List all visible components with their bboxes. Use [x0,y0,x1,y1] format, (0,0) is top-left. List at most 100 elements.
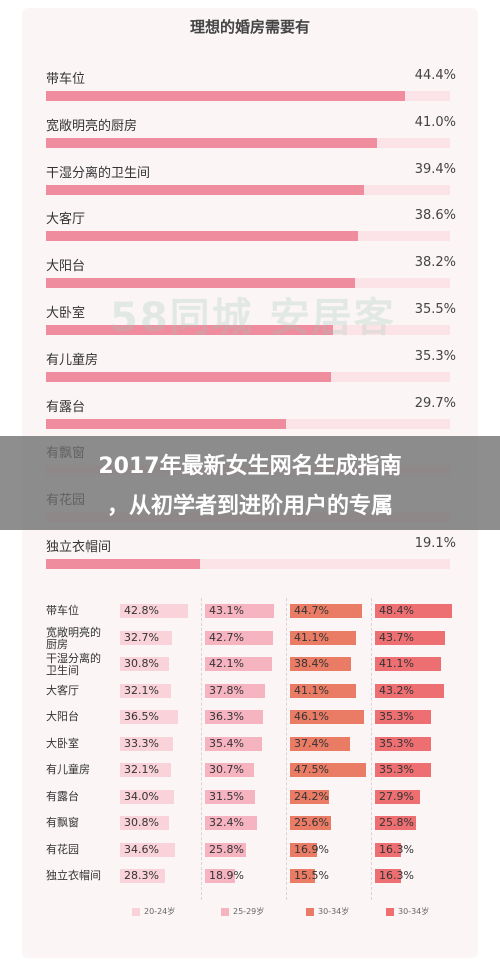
table-row-label: 带车位 [46,605,79,617]
table-cell-value: 41.1% [294,630,329,644]
legend-label: 25-29岁 [233,907,265,916]
table-cell-bar [290,657,352,671]
chart-title: 理想的婚房需要有 [189,18,310,36]
table-cell-value: 38.4% [294,657,329,670]
legend-item: 30-34岁 [386,906,429,917]
table-cell-bar [120,683,172,698]
bar [46,418,286,429]
table-cell-bar [120,869,166,883]
table-cell: 25.8% [205,842,285,857]
table-cell: 41.1% [290,630,370,645]
bar-value-label: 35.5% [414,302,456,317]
table-cell-bar [205,657,273,671]
table-cell-value: 35.3% [379,736,414,750]
bar-track [46,278,450,289]
table-cell: 32.7% [120,630,200,645]
bar-category-label: 宽敞明亮的厨房 [46,118,138,134]
table-cell: 37.4% [290,736,370,751]
table-cell-value: 28.3% [124,869,159,882]
table-cell: 43.7% [375,630,455,645]
table-cell-bar [375,657,441,671]
row-label-line: 有花园 [46,842,79,856]
table-cell-bar [120,816,170,830]
table-cell: 47.5% [290,763,370,777]
bar-row: 独立衣帽间 19.1% [46,536,456,576]
bar-value-label: 44.4% [414,68,456,83]
bar-track [46,184,450,195]
bar-row: 宽敞明亮的厨房 41.0% [46,115,456,155]
legend-swatch [306,907,314,916]
bar-category-label: 干湿分离的卫生间 [46,165,151,181]
bar-value-label: 35.3% [414,348,456,364]
table-cell-value: 36.3% [209,710,244,723]
table-cell: 32.1% [120,763,200,777]
watermark: 58同城 安居客 [110,295,396,341]
table-cell-bar [290,710,364,724]
table-cell: 33.3% [120,736,200,751]
table-row-label: 有飘窗 [46,817,79,829]
table-cell-bar [290,842,318,857]
table-cell-value: 43.7% [379,630,414,644]
table-row-label: 大卧室 [46,737,79,750]
overlay-line-1: 2017年最新女生网名生成指南 [98,454,402,479]
bar [46,371,332,382]
table-row-label: 大客厅 [46,683,79,697]
table-cell-value: 30.8% [124,657,159,670]
table-cell: 42.1% [205,657,285,671]
table-cell: 35.3% [375,763,455,777]
table-cell-bar [375,816,417,830]
bar [46,325,333,335]
table-cell: 38.4% [290,657,370,671]
table-cell: 44.7% [290,604,370,618]
bar [46,231,358,242]
table-cell-bar [205,869,236,883]
table-cell: 30.8% [120,657,200,671]
row-label-line: 卫生间 [46,664,79,677]
table-cell: 48.4% [375,604,455,618]
table-cell-value: 35.4% [209,736,244,750]
table-cell: 41.1% [290,683,370,698]
bar-category-label: 大阳台 [46,259,86,275]
row-label-line: 独立衣帽间 [46,869,101,882]
table-row-label: 有花园 [46,842,79,856]
table-cell: 34.6% [120,842,200,857]
table-cell-bar [205,816,257,830]
table-row-label: 干湿分离的 卫生间 [46,653,101,677]
table-cell-value: 16.3% [379,869,414,882]
table-cell-value: 32.4% [209,816,244,829]
bar [46,137,378,148]
table-cell: 28.3% [120,869,200,883]
table-cell-bar [375,789,420,804]
legend-item: 30-34岁 [306,906,349,917]
table-cell: 16.3% [375,842,455,857]
table-cell-value: 37.8% [209,683,244,697]
table-cell: 41.1% [375,657,455,671]
bar-value-label: 38.2% [414,255,456,271]
table-cell: 43.1% [205,604,285,618]
table-cell-bar [120,789,175,804]
table-cell-value: 42.1% [209,657,244,670]
bar-row: 带车位 44.4% [46,68,456,108]
table-cell-bar [120,763,172,777]
bar [46,91,405,101]
table-cell-value: 46.1% [294,710,329,723]
title-overlay-banner: 2017年最新女生网名生成指南 ，从初学者到进阶用户的专属 [0,436,500,530]
table-cell-value: 35.3% [379,763,414,776]
bar-track [46,91,450,101]
table-cell: 35.4% [205,736,285,751]
table-cell-value: 37.4% [294,736,329,750]
table-cell-bar [290,736,350,751]
bar [46,184,365,195]
bar-track [46,325,450,335]
table-cell-value: 32.7% [124,630,159,644]
row-label-line: 干湿分离的 [46,652,101,665]
table-cell-value: 42.8% [124,604,159,617]
table-cell-value: 27.9% [379,789,414,803]
table-cell-value: 34.0% [124,789,159,803]
table-cell-bar [205,842,247,857]
row-label-line: 大客厅 [46,683,79,697]
row-label-line: 厨房 [46,637,68,651]
table-cell-value: 32.1% [124,763,159,776]
table-cell-value: 34.6% [124,842,159,856]
table-cell-value: 25.6% [294,816,329,829]
